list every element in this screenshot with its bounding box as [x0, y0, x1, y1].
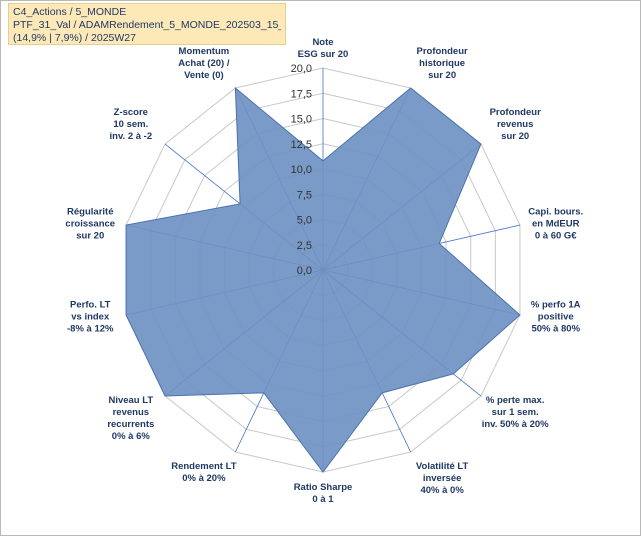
axis-label-line: Capi. bours. — [528, 206, 583, 217]
axis-label-line: % perfo 1A — [531, 300, 581, 311]
axis-label-line: Perfo. LT — [70, 300, 111, 311]
axis-label-line: Rendement LT — [171, 461, 236, 472]
axis-label: % perfo 1A positive 50% à 80% — [531, 300, 581, 335]
axis-label-line: 0 à 60 G€ — [535, 230, 577, 241]
axis-label-line: sur 20 — [501, 131, 529, 142]
radial-tick-label: 17,5 — [291, 88, 312, 100]
radial-tick-label: 10,0 — [291, 164, 312, 176]
axis-label-line: historique — [419, 58, 465, 69]
radial-tick-label: 0,0 — [297, 265, 312, 277]
axis-label-line: sur 20 — [428, 70, 456, 81]
axis-label-line: Régularité — [67, 206, 113, 217]
axis-label-line: 0% à 20% — [182, 473, 226, 484]
axis-label-line: ESG sur 20 — [298, 49, 349, 60]
axis-label-line: Niveau LT — [108, 395, 153, 406]
axis-label-line: revenus — [497, 119, 533, 130]
axis-label-line: revenus — [113, 407, 149, 418]
axis-label-line: 10 sem. — [113, 119, 148, 130]
axis-label-line: recurrents — [107, 419, 154, 430]
axis-label-line: sur 20 — [76, 230, 104, 241]
axis-label: Niveau LT revenus recurrents 0% à 6% — [107, 395, 154, 442]
axis-label-line: Z-score — [114, 107, 148, 118]
info-line-3: (14,9% | 7,9%) / 2025W27 — [13, 32, 136, 44]
axis-label-line: Momentum — [179, 46, 230, 57]
radar-series — [125, 86, 521, 473]
axis-label: Z-score 10 sem. inv. 2 à -2 — [110, 107, 153, 142]
axis-label: Perfo. LT vs index -8% à 12% — [67, 300, 114, 335]
axis-label: % perte max. sur 1 sem. inv. 50% à 20% — [482, 395, 549, 430]
radial-tick-label: 12,5 — [291, 139, 312, 151]
axis-label-line: -8% à 12% — [67, 324, 114, 335]
axis-label: Capi. bours. en MdEUR 0 à 60 G€ — [528, 206, 583, 241]
axis-label-line: % perte max. — [486, 395, 545, 406]
series-area — [125, 86, 521, 473]
radial-tick-label: 7,5 — [297, 189, 312, 201]
axis-label-line: Profondeur — [490, 107, 541, 118]
axis-label-line: Note — [312, 37, 333, 48]
axis-label-line: croissance — [65, 218, 115, 229]
axis-label-line: en MdEUR — [532, 218, 580, 229]
axis-label-line: 50% à 80% — [531, 324, 580, 335]
axis-label: Régularité croissance sur 20 — [65, 206, 115, 241]
radial-tick-label: 5,0 — [297, 215, 312, 227]
axis-label-line: vs index — [71, 312, 110, 323]
axis-label: Rendement LT 0% à 20% — [171, 461, 236, 484]
radial-tick-labels: 0,0 2,5 5,0 7,5 10,0 12,5 15,0 17,5 20,0 — [291, 63, 312, 277]
axis-label: Momentum Achat (20) / Vente (0) — [178, 46, 230, 81]
axis-label-line: 40% à 0% — [420, 485, 464, 496]
axis-label-line: 0% à 6% — [112, 431, 151, 442]
axis-label-line: Ratio Sharpe — [294, 482, 353, 493]
axis-label-line: Volatilité LT — [416, 461, 469, 472]
portfolio-info-box: C4_Actions / 5_MONDE PTF_31_Val / ADAMRe… — [8, 3, 286, 45]
axis-label-line: inv. 2 à -2 — [110, 131, 153, 142]
axis-label: Profondeur historique sur 20 — [417, 46, 468, 81]
info-line-2: PTF_31_Val / ADAMRendement_5_MONDE_20250… — [13, 19, 281, 31]
info-line-1: C4_Actions / 5_MONDE — [13, 6, 127, 18]
axis-label: Ratio Sharpe 0 à 1 — [294, 482, 353, 505]
axis-label-line: Achat (20) / — [178, 58, 230, 69]
radial-tick-label: 15,0 — [291, 114, 312, 126]
axis-label-line: inv. 50% à 20% — [482, 419, 549, 430]
axis-label: Note ESG sur 20 — [298, 37, 349, 60]
axis-label-line: inversée — [423, 473, 462, 484]
axis-labels: Note ESG sur 20 Profondeur historique sur 20… — [65, 37, 583, 505]
axis-label-line: positive — [538, 312, 574, 323]
axis-label: Volatilité LT inversée 40% à 0% — [416, 461, 469, 496]
radial-tick-label: 20,0 — [291, 63, 312, 75]
axis-label-line: Profondeur — [417, 46, 468, 57]
axis-label-line: 0 à 1 — [312, 494, 334, 505]
axis-label-line: sur 1 sem. — [492, 407, 539, 418]
axis-label: Profondeur revenus sur 20 — [490, 107, 541, 142]
radial-tick-label: 2,5 — [297, 240, 312, 252]
axis-label-line: Vente (0) — [184, 70, 224, 81]
